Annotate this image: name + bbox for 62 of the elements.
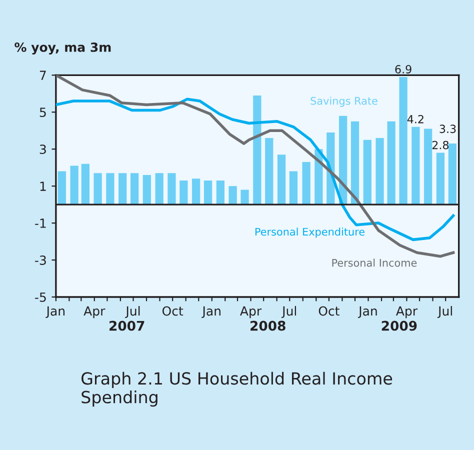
y-tick-label: 5 <box>40 108 46 118</box>
x-tick-label: Apr <box>396 306 418 318</box>
x-tick-label: Jul <box>125 306 140 318</box>
text: Graph 2.1 US Household Real Income Spending <box>82 372 392 407</box>
bar <box>424 128 432 205</box>
data-label: 2.8 <box>432 140 449 150</box>
bar <box>155 173 164 205</box>
bar <box>448 144 456 205</box>
bar <box>168 173 176 205</box>
bar <box>436 152 445 205</box>
data-label: 3.3 <box>440 124 456 134</box>
y-tick-label: 1 <box>40 182 46 191</box>
text: 2008 <box>250 320 286 331</box>
x-tick-label: Apr <box>240 306 262 318</box>
bar <box>216 180 224 205</box>
bar <box>387 121 396 205</box>
series-label: Personal Income <box>332 258 417 267</box>
text: 2007 <box>110 320 144 331</box>
x-tick-label: Oct <box>318 306 340 316</box>
line-series <box>56 75 455 258</box>
bar <box>192 178 200 205</box>
bar <box>302 162 310 205</box>
bar <box>118 173 127 205</box>
y-axis-title: % yoy, ma 3m <box>14 42 111 54</box>
y-tick-label: 3 <box>40 144 46 154</box>
y-tick-label: -3 <box>35 255 46 265</box>
bar <box>130 173 139 205</box>
x-tick-label: Jul <box>437 306 452 318</box>
bar <box>399 77 408 205</box>
bar <box>204 180 212 205</box>
bar <box>363 140 372 205</box>
y-tick-label: -1 <box>35 218 46 228</box>
x-tick-label: Jan <box>46 306 65 318</box>
x-tick-label: Apr <box>84 306 106 318</box>
bar <box>240 190 249 205</box>
x-tick-label: Jan <box>358 306 377 318</box>
y-tick-label: -5 <box>35 292 46 302</box>
bar <box>277 154 286 205</box>
y-tick-label: 7 <box>40 70 46 80</box>
bar <box>94 173 102 205</box>
bar <box>58 171 66 205</box>
series-label: Personal Expenditure <box>255 228 365 238</box>
bar <box>253 95 262 205</box>
bar <box>289 171 298 205</box>
bar <box>142 174 151 205</box>
line-series <box>56 98 455 242</box>
bar <box>350 121 360 205</box>
text: 2009 <box>382 320 417 331</box>
x-tick-label: Oct <box>162 306 184 316</box>
bar <box>265 138 274 205</box>
data-label: 4.2 <box>407 114 424 124</box>
bar <box>81 164 90 205</box>
series-label: Savings Rate <box>310 96 378 107</box>
bar <box>412 126 420 205</box>
bar <box>228 186 237 205</box>
bar <box>376 138 384 205</box>
bar <box>70 166 78 205</box>
bar <box>106 173 114 205</box>
data-label: 6.9 <box>395 65 412 74</box>
bar <box>180 180 188 205</box>
x-tick-label: Jul <box>281 306 296 318</box>
x-tick-label: Jan <box>202 306 220 318</box>
